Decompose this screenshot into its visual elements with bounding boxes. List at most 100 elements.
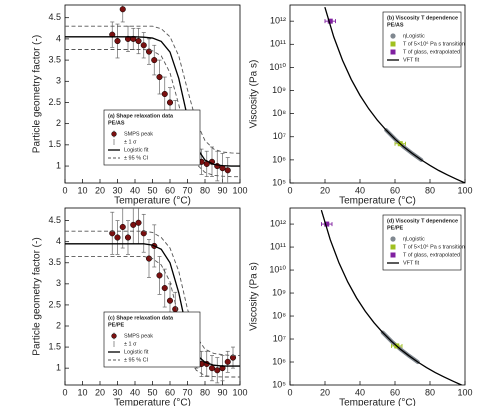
plot-area: [320, 209, 463, 385]
data-point: [172, 306, 179, 313]
y-tick-label: 2: [56, 118, 61, 128]
x-axis-title: Temperature (°C): [339, 196, 416, 207]
y-tick-label: 3.5: [48, 54, 61, 64]
x-axis-title: Temperature (°C): [114, 398, 191, 406]
y-tick-label: 10⁸: [272, 108, 286, 118]
fit-line: [65, 36, 240, 167]
x-tick-label: 80: [200, 185, 210, 195]
data-point: [156, 272, 163, 279]
data-point: [166, 99, 174, 106]
y-tick-label: 10¹²: [270, 16, 286, 26]
legend-title: (b) Viscosity T dependence: [387, 15, 458, 21]
x-tick-label: 80: [425, 185, 435, 195]
y-tick-label: 10⁹: [272, 85, 286, 95]
data-point: [114, 37, 121, 45]
legend-label: VFT fit: [403, 260, 420, 266]
y-tick-label: 4.5: [48, 12, 61, 22]
data-point: [327, 18, 333, 24]
x-tick-label: 50: [147, 185, 157, 195]
data-point: [130, 35, 137, 42]
data-point: [151, 57, 158, 64]
data-point: [135, 219, 142, 226]
y-tick-label: 1: [56, 160, 61, 170]
legend-title: PE/PE: [108, 322, 125, 328]
y-tick-label: 4: [56, 33, 61, 43]
y-axis-title: Viscosity (Pa s): [249, 262, 260, 331]
legend-symbol: [390, 244, 396, 250]
legend-label: ± 1 σ: [124, 139, 137, 145]
legend-label: ηLogistic: [403, 33, 425, 39]
ci-line: [65, 25, 240, 154]
x-tick-label: 0: [287, 185, 292, 195]
y-tick-label: 10⁵: [272, 177, 286, 187]
data-point: [161, 90, 168, 98]
x-tick-label: 100: [232, 185, 247, 195]
y-tick-label: 10¹¹: [270, 241, 286, 251]
legend-label: SMPS peak: [124, 333, 153, 339]
plot-frame: [289, 207, 466, 386]
data-point: [156, 73, 163, 81]
x-axis-title: Temperature (°C): [339, 398, 416, 406]
x-tick-label: 60: [390, 387, 400, 397]
x-tick-label: 60: [390, 185, 400, 195]
data-point: [130, 221, 137, 228]
legend-title: PE/PE: [387, 225, 404, 231]
x-tick-label: 40: [355, 185, 365, 195]
panel: 0 20 40 60 80 100 10⁵ 10⁶ 10⁷ 10⁸ 10⁹ 10¹⁰ 10¹¹ 10¹² T…: [249, 207, 473, 406]
legend-symbol: [390, 252, 396, 258]
data-point: [208, 365, 216, 372]
legend-title: PE/AS: [108, 120, 125, 126]
y-axis-title: Particle geometry factor (-): [32, 237, 43, 355]
y-tick-label: 3.5: [48, 257, 61, 267]
data-point: [224, 358, 231, 365]
y-tick-label: 2.5: [48, 299, 61, 309]
data-point: [219, 365, 226, 372]
data-point: [224, 167, 231, 174]
legend-title: (c) Shape relaxation data: [108, 315, 174, 321]
x-tick-label: 60: [165, 185, 175, 195]
y-tick-label: 10⁶: [272, 356, 286, 366]
data-point: [140, 230, 147, 237]
x-tick-label: 60: [165, 387, 175, 397]
y-tick-label: 10⁸: [272, 310, 286, 320]
x-tick-label: 20: [320, 387, 330, 397]
y-tick-label: 10¹⁰: [269, 62, 286, 72]
ci-line: [65, 256, 240, 378]
y-axis-title: Particle geometry factor (-): [32, 35, 43, 153]
x-tick-label: 20: [320, 185, 330, 195]
legend-symbol: [390, 41, 396, 47]
x-tick-label: 20: [95, 185, 105, 195]
legend-label: T of glass, extrapolated: [403, 49, 460, 55]
y-tick-label: 10¹⁰: [269, 264, 286, 274]
legend-symbol: [390, 49, 396, 55]
y-tick-label: 10⁶: [272, 154, 286, 164]
legend-symbol: [111, 131, 117, 137]
data-point: [214, 367, 221, 374]
ci-line: [65, 49, 240, 178]
y-tick-label: 4.5: [48, 215, 61, 225]
panel: 0 20 40 60 80 100 10⁵ 10⁶ 10⁷ 10⁸ 10⁹ 10¹⁰ 10¹¹ 10¹² T…: [249, 4, 473, 207]
x-tick-label: 70: [182, 185, 192, 195]
legend-symbol: [111, 333, 117, 339]
y-tick-label: 1.5: [48, 139, 61, 149]
legend-symbol: [390, 33, 396, 39]
x-tick-label: 0: [62, 387, 67, 397]
legend-label: VFT fit: [403, 57, 420, 63]
y-tick-label: 10⁷: [273, 131, 286, 141]
x-tick-label: 0: [62, 185, 67, 195]
legend-box: [382, 11, 462, 68]
legend-title: (a) Shape relaxation data: [108, 113, 174, 119]
y-tick-label: 1.5: [48, 341, 61, 351]
panel: 0 10 20 30 40 50 60 70 80 90 100 1 1.5 2 2.5 3 3.5 4 4.5 Te…: [32, 207, 248, 406]
x-tick-label: 90: [217, 185, 227, 195]
legend-label: ± 95 % CI: [124, 357, 149, 363]
data-point: [119, 6, 126, 13]
x-tick-label: 90: [217, 387, 227, 397]
legend-label: Logistic fit: [124, 349, 149, 355]
y-tick-label: 3: [56, 76, 61, 86]
y-tick-label: 3: [56, 278, 61, 288]
